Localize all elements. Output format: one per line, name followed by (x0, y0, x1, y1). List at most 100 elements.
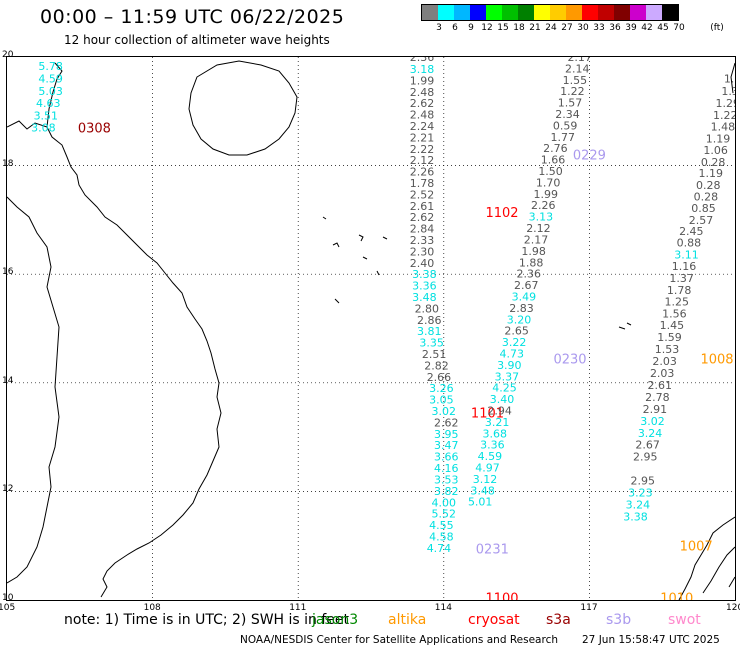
wave-height-label: 2.67 (635, 439, 660, 452)
wave-height-label: 3.05 (429, 394, 454, 407)
legend-label: 30 (577, 23, 589, 33)
satellite-label-cryosat: cryosat (468, 612, 520, 628)
wave-height-label: 4.59 (478, 450, 503, 463)
legend-label: 6 (452, 23, 458, 33)
wave-height-label: 3.53 (434, 473, 459, 486)
legend-swatch (582, 5, 598, 20)
wave-height-label: 2.86 (417, 314, 442, 327)
wave-height-label: 5.03 (38, 85, 63, 98)
wave-height-label: 1.22 (560, 85, 585, 98)
legend-swatches (421, 4, 679, 21)
wave-height-label: 2.21 (410, 131, 435, 144)
wave-height-label: 3.40 (490, 393, 515, 406)
satellite-label-s3b: s3b (606, 612, 632, 628)
wave-height-label: 2.66 (427, 371, 452, 384)
page-subtitle: 12 hour collection of altimeter wave hei… (64, 33, 330, 47)
legend-swatch (598, 5, 614, 20)
wave-height-label: 2.17 (524, 233, 549, 246)
wave-height-label: 1.45 (660, 319, 685, 332)
legend-swatch (438, 5, 454, 20)
wave-height-label: 2.26 (531, 199, 556, 212)
legend-swatch (534, 5, 550, 20)
wave-height-label: 1.66 (541, 154, 566, 167)
wave-height-label: 2.78 (645, 391, 670, 404)
hainan-island (188, 60, 298, 156)
wave-height-label: 1.70 (536, 176, 561, 189)
wave-height-label: 2.12 (410, 154, 435, 167)
wave-height-label: 2.26 (410, 166, 435, 179)
legend-swatch (502, 5, 518, 20)
wave-height-label: 3.20 (507, 313, 532, 326)
legend-unit: (ft) (710, 23, 724, 33)
pass-time-label: 1008 (700, 352, 733, 367)
wave-height-label: 3.13 (529, 211, 554, 224)
wave-height-label: 2.14 (565, 62, 590, 75)
wave-height-label: 2.95 (633, 451, 658, 464)
legend-swatch (518, 5, 534, 20)
wave-height-label: 0.88 (677, 237, 702, 250)
wave-height-label: 2.76 (543, 142, 568, 155)
wave-height-label: 3.26 (429, 382, 454, 395)
footer-timestamp: 27 Jun 15:58:47 UTC 2025 (582, 634, 720, 646)
wave-height-label: 2.34 (555, 108, 580, 121)
wave-height-label: 3.12 (473, 473, 498, 486)
legend-label: 36 (609, 23, 621, 33)
wave-height-label: 3.95 (434, 428, 459, 441)
pass-time-label: 1007 (680, 540, 713, 555)
page-title: 00:00 – 11:59 UTC 06/22/2025 (40, 6, 345, 28)
wave-height-label: 1.37 (669, 272, 694, 285)
wave-height-label: 4.16 (434, 462, 459, 475)
wave-height-label: 5.52 (432, 508, 457, 521)
wave-height-label: 1.16 (672, 260, 697, 273)
lon-tick-label: 114 (434, 603, 452, 613)
wave-height-label: 3.38 (623, 510, 648, 523)
wave-height-label: 2.51 (422, 348, 447, 361)
wave-height-label: 3.08 (31, 122, 56, 135)
wave-height-label: 1.55 (563, 74, 588, 87)
wave-height-label: 4.97 (475, 462, 500, 475)
pass-time-label: 0229 (573, 149, 606, 164)
lat-tick-label: 20 (2, 50, 14, 60)
wave-height-label: 2.22 (410, 143, 435, 156)
luzon-coastline (618, 62, 735, 600)
wave-height-label: 2.17 (567, 57, 592, 64)
wave-height-label: 2.48 (410, 109, 435, 122)
wave-height-label: 1.19 (698, 167, 723, 180)
pass-time-label: 0231 (476, 542, 509, 557)
wave-height-label: 1.56 (662, 307, 687, 320)
wave-height-label: 2.30 (410, 245, 435, 258)
wave-height-label: 3.68 (483, 427, 508, 440)
satellite-label-s3a: s3a (546, 612, 571, 628)
wave-height-label: 4.59 (38, 73, 63, 86)
wave-height-label: 2.80 (415, 302, 440, 315)
wave-height-labels: 5.784.595.034.633.513.082.363.181.992.48… (31, 57, 735, 555)
legend-label: 39 (625, 23, 637, 33)
wave-height-label: 2.84 (410, 223, 435, 236)
wave-height-label: 1.19 (706, 132, 731, 145)
wave-height-label: 1.99 (410, 74, 435, 87)
legend-swatch (646, 5, 662, 20)
wave-height-label: 1.77 (550, 131, 575, 144)
wave-height-label: 3.02 (640, 415, 665, 428)
wave-height-label: 1.99 (533, 188, 558, 201)
wave-height-label: 1.78 (667, 284, 692, 297)
wave-height-label: 4.73 (499, 347, 524, 360)
wave-height-label: 2.36 (516, 268, 541, 281)
color-legend: (ft) 3 6 9 12 15 18 21 24 27 30 33 36 39 42 45 70 (421, 4, 724, 37)
wave-height-label: 1.48 (711, 121, 735, 134)
legend-swatch (486, 5, 502, 20)
wave-height-label: 3.18 (410, 63, 435, 76)
wave-height-label: 3.23 (628, 486, 653, 499)
pass-time-label: 0230 (553, 352, 586, 367)
lat-tick-label: 18 (2, 158, 14, 169)
lon-tick-label: 111 (289, 603, 307, 613)
wave-height-label: 2.61 (648, 379, 673, 392)
legend-label: 42 (641, 23, 653, 33)
footer-credit: NOAA/NESDIS Center for Satellite Applica… (240, 634, 558, 646)
satellite-label-altika: altika (388, 612, 427, 628)
wave-height-label: 3.48 (412, 291, 437, 304)
legend-swatch (454, 5, 470, 20)
wave-height-label: 5.01 (468, 496, 493, 509)
wave-height-label: 1.50 (538, 165, 563, 178)
lat-tick-label: 16 (2, 267, 14, 278)
